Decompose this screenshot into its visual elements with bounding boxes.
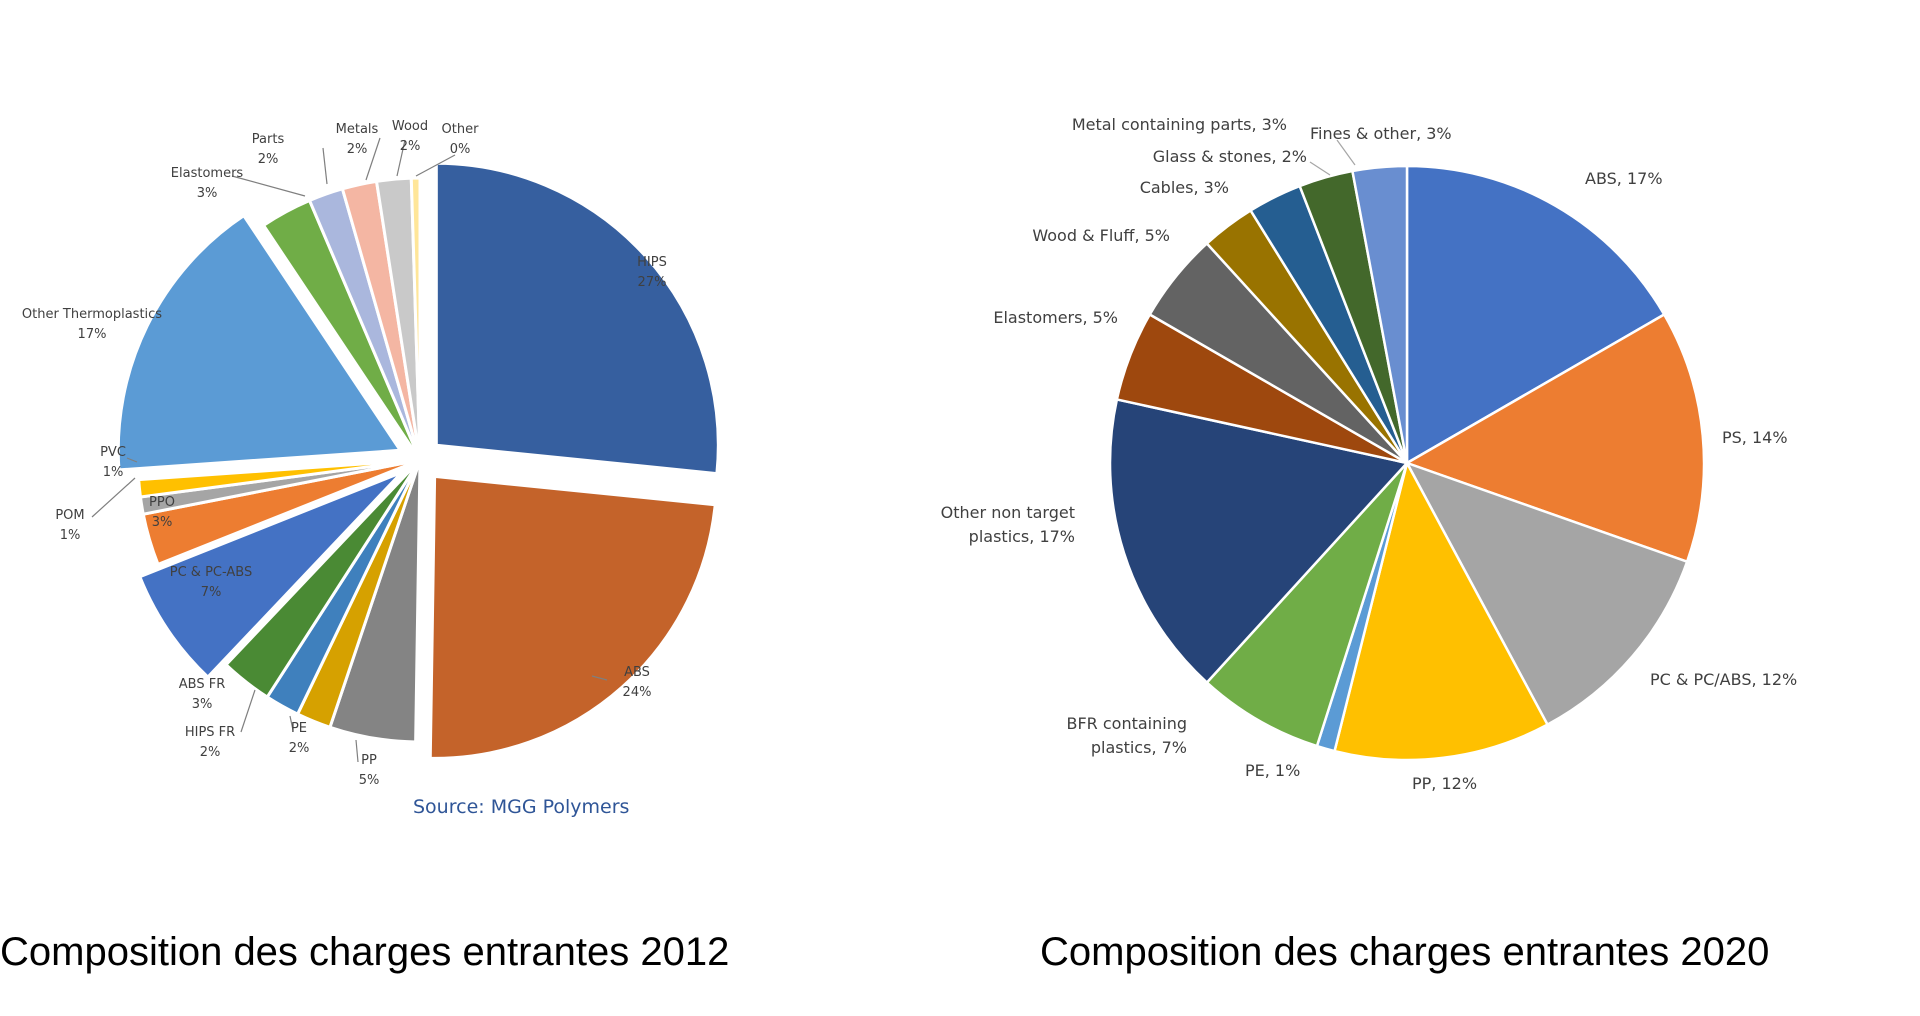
slice-label-2020-cables-3: Cables, 3% [1140,178,1229,197]
source-note: Source: MGG Polymers [413,796,629,818]
leader-line-2012-metals [365,137,381,181]
slice-label-2012-elastomers: Elastomers [171,166,244,181]
slice-label-2020-abs-17: ABS, 17% [1585,169,1663,188]
slice-label-2020-wood-fluff-5: Wood & Fluff, 5% [1032,226,1170,245]
slice-value-2012-other-thermoplastics: 17% [78,327,107,342]
slice-label-2020-bfr-containing-plastics-7: BFR containing plastics, 7% [1066,714,1187,757]
leader-line-2012-abs [591,675,608,681]
leader-line-2012-other [415,154,456,177]
slice-label-2012-pp: PP [361,753,377,768]
slice-label-2012-other: Other [442,122,480,137]
slice-label-2020-elastomers-5: Elastomers, 5% [993,308,1118,327]
slice-value-2012-pc-pc-abs: 7% [201,585,222,600]
slice-2020-pc-pc-abs-12 [1404,460,1689,727]
leader-line-2012-wood [396,139,406,177]
leader-line-2020-glass-stones-2 [1309,161,1331,176]
slice-value-2012-abs: 24% [623,685,652,700]
caption-2012: Composition des charges entrantes 2012 [0,930,730,974]
slice-2020-pp-12 [1333,459,1550,762]
leader-line-2012-pp [355,739,359,763]
slice-value-2012-other: 0% [450,142,471,157]
slice-label-2020-ps-14: PS, 14% [1722,428,1788,447]
slice-label-2012-metals: Metals [336,122,379,137]
slice-label-2012-parts: Parts [252,132,285,147]
slice-2020-other-non-target-plastics-17 [1108,397,1410,685]
slice-value-2012-pvc: 1% [103,465,124,480]
slice-value-2012-ppo: 3% [152,515,173,530]
slice-value-2012-metals: 2% [347,142,368,157]
slice-2012-pvc [137,458,421,499]
slice-value-2012-abs-fr: 3% [192,697,213,712]
slice-value-2012-hips: 27% [638,275,667,290]
leader-line-2012-parts [322,147,328,185]
slice-label-2012-hips-fr: HIPS FR [185,725,235,740]
slice-label-2012-abs: ABS [624,665,650,680]
leader-line-2012-pe [289,715,294,731]
leader-line-2012-elastomers [231,175,306,197]
slice-label-2012-wood: Wood [392,119,428,134]
slice-label-2012-hips: HIPS [637,255,667,270]
slice-value-2012-pp: 5% [359,773,380,788]
slice-label-2012-ppo: PPO [149,495,175,510]
slice-label-2012-other-thermoplastics: Other Thermoplastics [22,307,162,322]
slice-2020-abs-17 [1405,164,1666,466]
slice-label-2020-fines-other-3: Fines & other, 3% [1310,124,1452,143]
slice-label-2020-glass-stones-2: Glass & stones, 2% [1153,147,1307,166]
leader-line-2012-pom [91,477,136,518]
slice-label-2020-other-non-target-plastics-17: Other non target plastics, 17% [941,503,1075,546]
slice-2012-abs-fr [223,458,422,700]
slice-value-2012-pom: 1% [60,528,81,543]
slice-value-2012-wood: 2% [400,139,421,154]
slice-label-2012-pc-pc-abs: PC & PC-ABS [170,565,252,580]
slice-value-2012-pe: 2% [289,741,310,756]
slice-label-2012-pvc: PVC [100,445,126,460]
slice-label-2020-metal-containing-parts-3: Metal containing parts, 3% [1072,115,1287,134]
slice-2012-pc-pc-abs [137,470,403,680]
leader-line-2012-pvc [126,457,138,463]
slice-2020-bfr-containing-plastics-7 [1205,462,1409,748]
leader-line-2020-fines-other-3 [1336,139,1356,166]
slice-label-2020-pp-12: PP, 12% [1412,774,1477,793]
slice-label-2012-pom: POM [55,508,84,523]
slice-2020-ps-14 [1404,312,1706,564]
slice-value-2012-hips-fr: 2% [200,745,221,760]
slice-2012-abs [428,474,717,760]
slice-label-2020-pc-pc-abs-12: PC & PC/ABS, 12% [1650,670,1797,689]
slice-value-2012-parts: 2% [258,152,279,167]
slice-label-2012-pe: PE [291,721,307,736]
slice-2012-other-thermoplastics [116,213,403,472]
slice-2020-fines-other-3 [1350,164,1409,464]
slice-2012-other [409,176,422,461]
leader-line-2012-hips-fr [240,689,256,733]
slice-2012-hips [434,161,720,476]
slice-value-2012-elastomers: 3% [197,186,218,201]
caption-2020: Composition des charges entrantes 2020 [1040,930,1770,974]
slice-label-2012-abs-fr: ABS FR [179,677,225,692]
slice-label-2020-pe-1: PE, 1% [1245,761,1300,780]
